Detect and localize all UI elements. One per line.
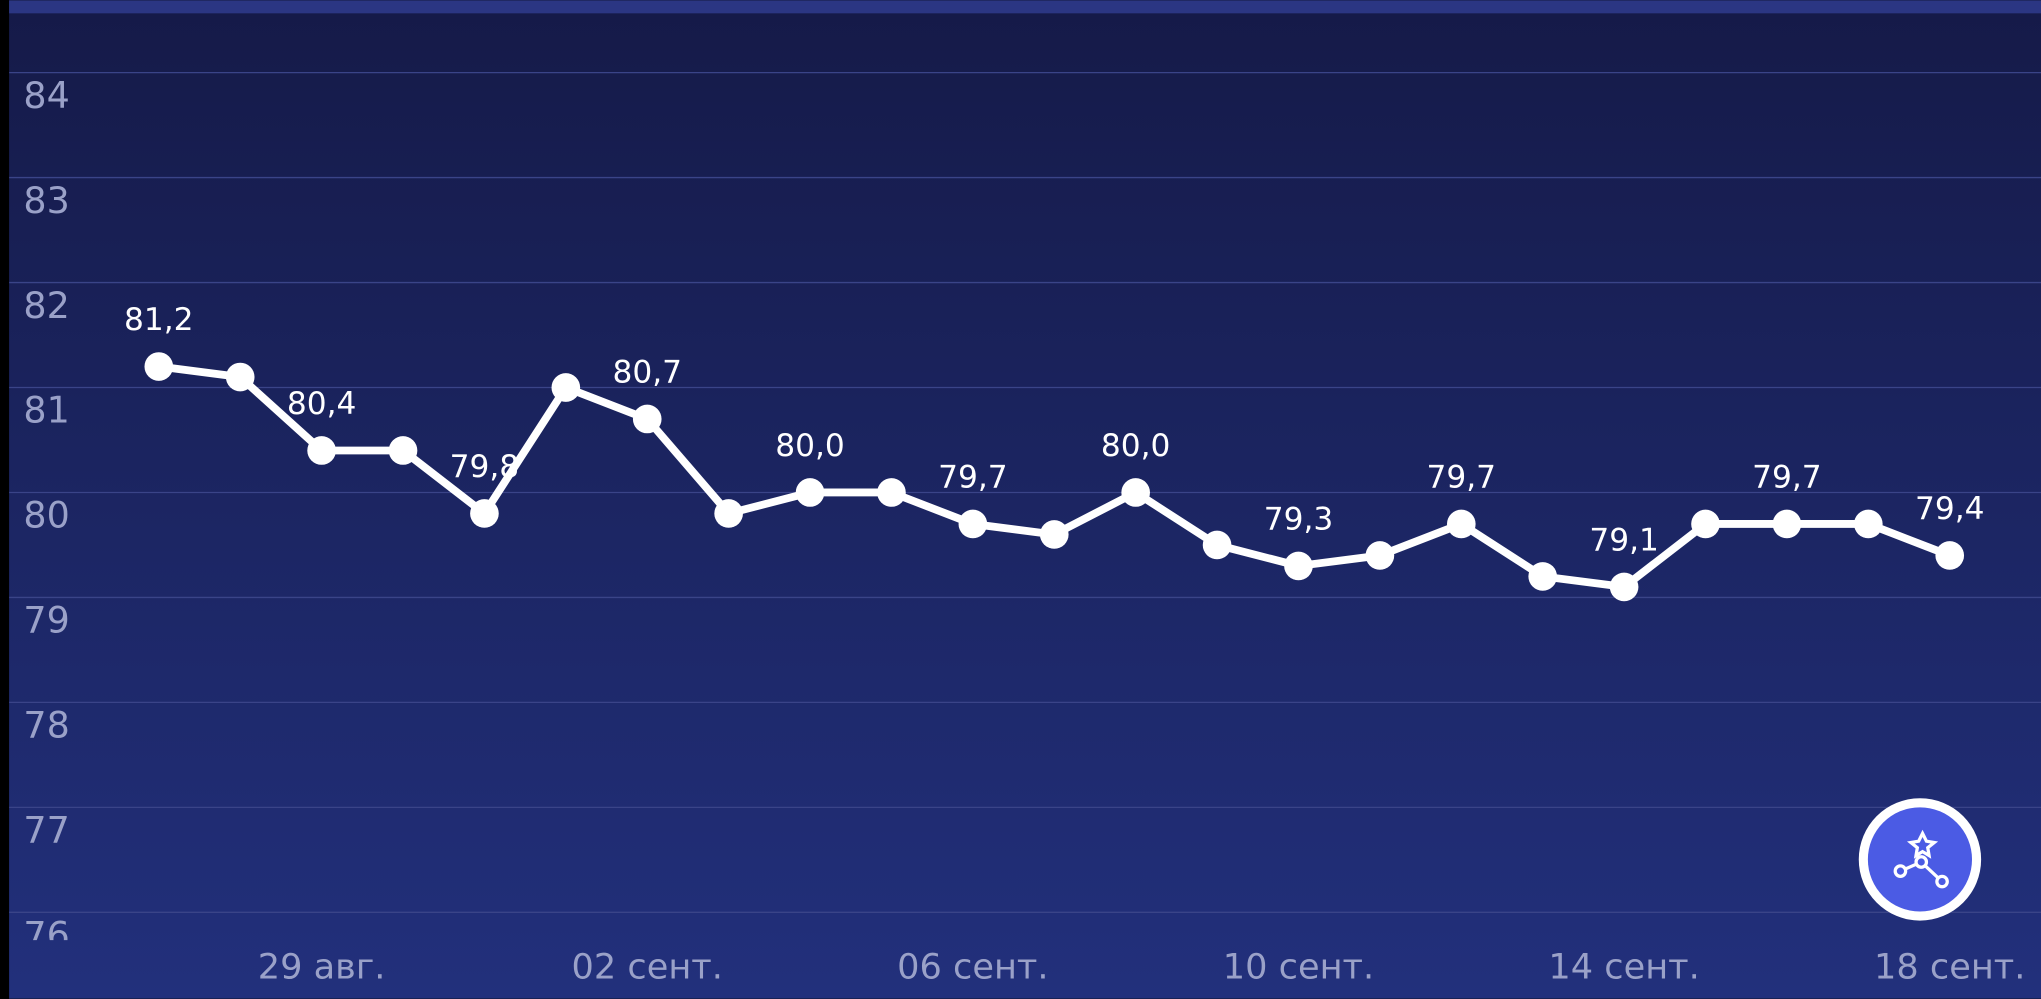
point (1039, 520, 1069, 549)
point (958, 509, 988, 539)
fab-button[interactable] (1858, 798, 1982, 921)
point (1854, 509, 1883, 539)
y-tick-label: 78 (23, 704, 69, 747)
data-label: 79,7 (1427, 459, 1497, 495)
data-label: 81,2 (124, 302, 194, 338)
x-tick-label: 02 сент. (572, 947, 723, 988)
y-tick-label: 77 (23, 809, 69, 852)
point (877, 478, 906, 507)
point (1365, 541, 1395, 570)
data-label: 80,0 (1101, 428, 1171, 464)
point (1935, 541, 1965, 570)
point (1609, 572, 1639, 602)
point (1202, 530, 1232, 560)
top-bar (9, 0, 2041, 14)
point (470, 499, 499, 528)
x-tick-label: 10 сент. (1223, 947, 1374, 988)
y-tick-label: 83 (23, 179, 69, 222)
data-label: 80,4 (287, 386, 357, 422)
point (1446, 509, 1476, 539)
point (144, 352, 174, 381)
point (1284, 551, 1313, 581)
point (1528, 562, 1558, 591)
data-label: 79,1 (1589, 522, 1659, 558)
point (1691, 509, 1720, 539)
point (551, 373, 581, 402)
data-label: 79,7 (938, 459, 1008, 495)
data-label: 79,3 (1264, 501, 1334, 537)
x-tick-label: 14 сент. (1548, 947, 1699, 988)
data-label: 79,8 (450, 449, 520, 485)
y-tick-label: 76 (23, 914, 69, 957)
point (225, 362, 255, 392)
data-label: 79,7 (1752, 459, 1822, 495)
point (795, 478, 825, 507)
y-tick-label: 81 (23, 389, 69, 432)
x-tick-label: 18 сент. (1874, 947, 2025, 988)
y-tick-label: 79 (23, 599, 69, 642)
point (1772, 509, 1802, 539)
data-label: 80,7 (612, 354, 682, 390)
plot-area: 76 77 78 79 80 81 82 83 84 81,2 80,4 79,8 80,7 80,0 79… (9, 71, 2041, 957)
x-tick-label: 06 сент. (897, 947, 1048, 988)
data-label: 79,4 (1915, 491, 1985, 527)
background (9, 0, 2041, 999)
point (714, 499, 743, 528)
y-tick-label: 80 (23, 494, 69, 537)
fab-icon (1893, 829, 1949, 889)
data-label: 80,0 (775, 428, 845, 464)
y-tick-label: 84 (23, 74, 69, 117)
y-tick-label: 82 (23, 284, 69, 327)
point (388, 436, 418, 465)
point (307, 436, 336, 465)
x-axis: 29 авг. 02 сент. 06 сент. 10 сент. 14 сент. 1… (258, 947, 2026, 988)
point (1121, 478, 1150, 507)
x-tick-label: 29 авг. (258, 947, 386, 988)
point (632, 404, 662, 434)
